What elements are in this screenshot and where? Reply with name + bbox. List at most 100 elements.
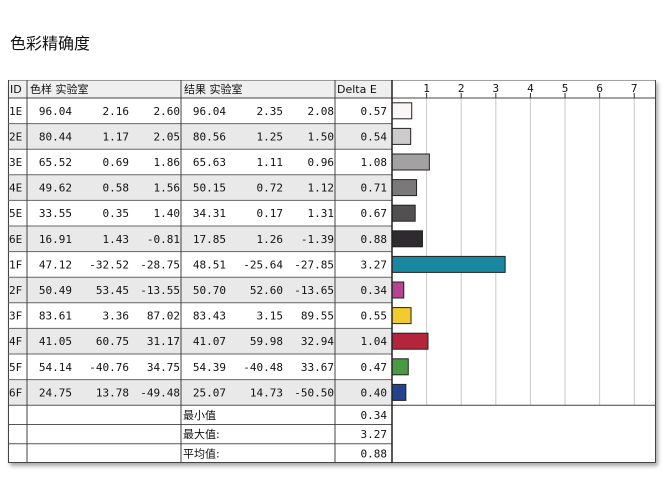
sample-value: 41.05 xyxy=(39,335,72,348)
sample-value: 2.05 xyxy=(154,130,181,143)
result-value: 65.63 xyxy=(193,156,226,169)
result-value: 48.51 xyxy=(193,258,226,271)
sample-value: 49.62 xyxy=(39,182,72,195)
sample-value: 34.75 xyxy=(147,361,180,374)
summary-label: 平均值: xyxy=(183,447,220,460)
result-value: 1.50 xyxy=(308,130,335,143)
table-row-bg xyxy=(8,123,392,150)
sample-value: 1.43 xyxy=(103,233,130,246)
table-row-bg xyxy=(8,277,392,303)
delta-value: 0.34 xyxy=(361,284,388,297)
table-row-bg xyxy=(8,149,392,175)
result-value: 80.56 xyxy=(193,130,226,143)
sample-value: 3.36 xyxy=(103,310,130,323)
summary-value: 0.88 xyxy=(361,447,388,460)
col-header-result: 结果 实验室 xyxy=(184,82,243,96)
row-id: 6F xyxy=(9,386,22,399)
table-row-bg xyxy=(8,98,392,124)
axis-tick-label: 5 xyxy=(562,82,569,95)
table-row-bg xyxy=(8,379,392,406)
row-id: 4F xyxy=(9,335,22,348)
sample-value: 54.14 xyxy=(39,361,72,374)
delta-bar xyxy=(391,102,413,120)
delta-bar xyxy=(391,127,412,145)
result-value: 17.85 xyxy=(193,233,226,246)
delta-value: 1.04 xyxy=(361,335,388,348)
delta-value: 0.40 xyxy=(361,386,388,399)
sample-value: 1.40 xyxy=(154,207,181,220)
page-title: 色彩精确度 xyxy=(10,34,91,53)
row-id: 3E xyxy=(9,156,22,169)
table-row-bg xyxy=(8,302,392,329)
result-value: -25.64 xyxy=(243,258,283,271)
delta-bar xyxy=(391,332,429,350)
row-id: 4E xyxy=(9,182,22,195)
result-value: 2.35 xyxy=(257,105,284,118)
delta-bar xyxy=(391,153,430,171)
result-value: -13.65 xyxy=(294,284,334,297)
summary-label: 最小值 xyxy=(183,409,216,422)
result-value: 89.55 xyxy=(301,310,334,323)
row-id: 3F xyxy=(9,310,22,323)
delta-bar xyxy=(391,255,506,273)
result-value: -40.48 xyxy=(243,361,283,374)
row-id: 2F xyxy=(9,284,22,297)
row-id: 5F xyxy=(9,361,22,374)
delta-value: 0.47 xyxy=(361,361,388,374)
delta-value: 0.55 xyxy=(361,310,388,323)
table-row-bg xyxy=(8,328,392,354)
sample-value: -28.75 xyxy=(140,258,180,271)
axis-tick-label: 1 xyxy=(423,82,430,95)
sample-value: 24.75 xyxy=(39,386,72,399)
color-accuracy-chart: 1 2 3 4 5 6 7 ID 色样 实验室 结果 实验室 Delta E 1E 96.04 2.16 2… xyxy=(8,80,656,463)
result-value: 50.70 xyxy=(193,284,226,297)
sample-value: 2.16 xyxy=(103,105,130,118)
delta-value: 0.57 xyxy=(361,105,388,118)
sample-value: 1.56 xyxy=(154,182,181,195)
delta-value: 0.54 xyxy=(361,130,388,143)
sample-value: 96.04 xyxy=(39,105,72,118)
delta-value: 0.67 xyxy=(361,207,388,220)
sample-value: -49.48 xyxy=(140,386,180,399)
sample-value: 16.91 xyxy=(39,233,72,246)
result-value: 14.73 xyxy=(250,386,283,399)
sample-value: 0.58 xyxy=(103,182,130,195)
result-value: -27.85 xyxy=(294,258,334,271)
table-row-bg xyxy=(8,354,392,380)
result-value: -1.39 xyxy=(301,233,334,246)
axis-tick-label: 2 xyxy=(458,82,465,95)
delta-bar xyxy=(391,230,423,248)
col-header-delta: Delta E xyxy=(337,83,377,96)
result-value: 34.31 xyxy=(193,207,226,220)
result-value: -50.50 xyxy=(294,386,334,399)
result-value: 1.25 xyxy=(257,130,284,143)
table-row-bg xyxy=(8,174,392,201)
sample-value: 50.49 xyxy=(39,284,72,297)
delta-bar xyxy=(391,204,416,222)
result-value: 50.15 xyxy=(193,182,226,195)
result-value: 2.08 xyxy=(308,105,335,118)
sample-value: 31.17 xyxy=(147,335,180,348)
color-accuracy-table: 1 2 3 4 5 6 7 ID 色样 实验室 结果 实验室 Delta E 1E 96.04 2.16 2… xyxy=(8,80,656,463)
table-row-bg xyxy=(8,200,392,226)
axis-tick-label: 4 xyxy=(527,82,534,95)
result-value: 0.17 xyxy=(257,207,284,220)
result-value: 1.12 xyxy=(308,182,335,195)
sample-value: 1.86 xyxy=(154,156,181,169)
sample-value: 65.52 xyxy=(39,156,72,169)
table-row-bg xyxy=(8,251,392,278)
sample-value: 83.61 xyxy=(39,310,72,323)
delta-value: 1.08 xyxy=(361,156,388,169)
delta-bar xyxy=(391,358,409,376)
result-value: 0.96 xyxy=(308,156,335,169)
axis-tick-label: 6 xyxy=(596,82,603,95)
result-value: 96.04 xyxy=(193,105,226,118)
header-bg xyxy=(8,80,392,98)
row-id: 2E xyxy=(9,130,22,143)
delta-bar xyxy=(391,281,405,299)
sample-value: 47.12 xyxy=(39,258,72,271)
row-id: 1E xyxy=(9,105,22,118)
axis-tick-label: 7 xyxy=(631,82,638,95)
sample-value: 60.75 xyxy=(96,335,129,348)
sample-value: 87.02 xyxy=(147,310,180,323)
